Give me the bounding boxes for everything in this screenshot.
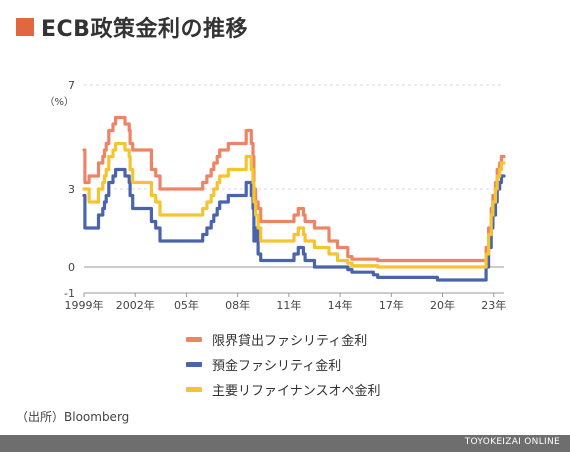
x-tick-label: 14年 — [328, 298, 353, 312]
x-tick-label: 1999年 — [65, 298, 104, 312]
legend-item-deposit: 預金ファシリティ金利 — [186, 352, 380, 377]
series-line-1 — [82, 167, 506, 282]
source-note: （出所）Bloomberg — [16, 410, 130, 424]
chart-title: ECB政策金利の推移 — [41, 17, 248, 42]
series-line-0 — [82, 115, 506, 263]
legend-item-marginal-lending: 限界貸出ファシリティ金利 — [186, 327, 380, 352]
legend-label-deposit: 預金ファシリティ金利 — [212, 359, 342, 374]
legend-swatch-main-refinancing — [186, 387, 202, 392]
y-tick-label: 7 — [68, 79, 75, 92]
chart-title-block: ECB政策金利の推移 — [16, 12, 248, 42]
series-line-2 — [82, 141, 506, 269]
y-tick-label: -1 — [64, 287, 75, 300]
x-tick-label: 08年 — [225, 298, 250, 312]
legend-item-main-refinancing: 主要リファイナンスオペ金利 — [186, 377, 380, 402]
legend-label-marginal-lending: 限界貸出ファシリティ金利 — [212, 334, 368, 349]
y-tick-label: 0 — [68, 261, 75, 274]
x-tick-label: 20年 — [430, 298, 455, 312]
footer-bar: TOYOKEIZAI ONLINE — [0, 435, 570, 452]
x-tick-label: 05年 — [174, 298, 199, 312]
x-tick-label: 11年 — [276, 298, 301, 312]
legend: 限界貸出ファシリティ金利 預金ファシリティ金利 主要リファイナンスオペ金利 — [186, 327, 380, 402]
title-square-icon — [16, 18, 34, 36]
y-unit-label: （%） — [44, 96, 74, 108]
legend-swatch-deposit — [186, 362, 202, 367]
x-tick-label: 17年 — [379, 298, 404, 312]
legend-swatch-marginal-lending — [186, 337, 202, 342]
legend-label-main-refinancing: 主要リファイナンスオペ金利 — [212, 384, 381, 399]
x-tick-label: 2002年 — [116, 298, 155, 312]
footer-brand: TOYOKEIZAI ONLINE — [464, 437, 560, 447]
y-tick-label: 3 — [68, 183, 75, 196]
rate-chart: 7 3 0 -1 （%） 1999年 2002年 05年 08年 11年 14年 17年 20年 23年 — [44, 79, 506, 312]
x-tick-label: 23年 — [481, 298, 506, 312]
